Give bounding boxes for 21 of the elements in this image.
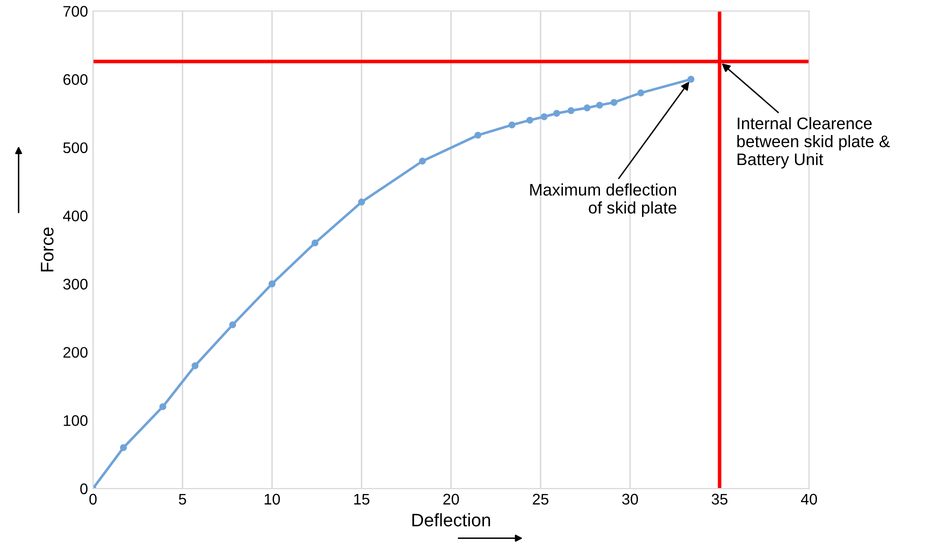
x-tick-label: 25 — [532, 494, 548, 505]
x-tick-label: 0 — [89, 494, 97, 505]
annotation: Maximum deflection of skid plate — [530, 183, 676, 217]
x-tick-label: 35 — [712, 494, 728, 505]
x-axis-title: Deflection — [412, 513, 490, 526]
y-tick-label: 0 — [80, 483, 88, 494]
y-tick-label: 200 — [63, 346, 88, 358]
y-tick-label: 300 — [63, 278, 88, 290]
y-tick-label: 100 — [64, 415, 88, 426]
x-tick-label: 40 — [800, 494, 817, 505]
annotation: Internal Clearence between skid plate & Battery Unit — [737, 117, 890, 169]
x-tick-label: 15 — [354, 494, 370, 505]
y-tick-label: 700 — [63, 6, 88, 17]
y-axis-title: Force — [40, 228, 54, 272]
x-tick-label: 30 — [622, 494, 638, 505]
y-tick-label: 600 — [63, 74, 88, 85]
x-tick-label: 10 — [264, 494, 280, 505]
y-tick-label: 500 — [63, 142, 88, 154]
x-tick-label: 20 — [443, 494, 459, 505]
y-tick-label: 400 — [63, 210, 88, 222]
x-tick-label: 5 — [178, 494, 186, 505]
